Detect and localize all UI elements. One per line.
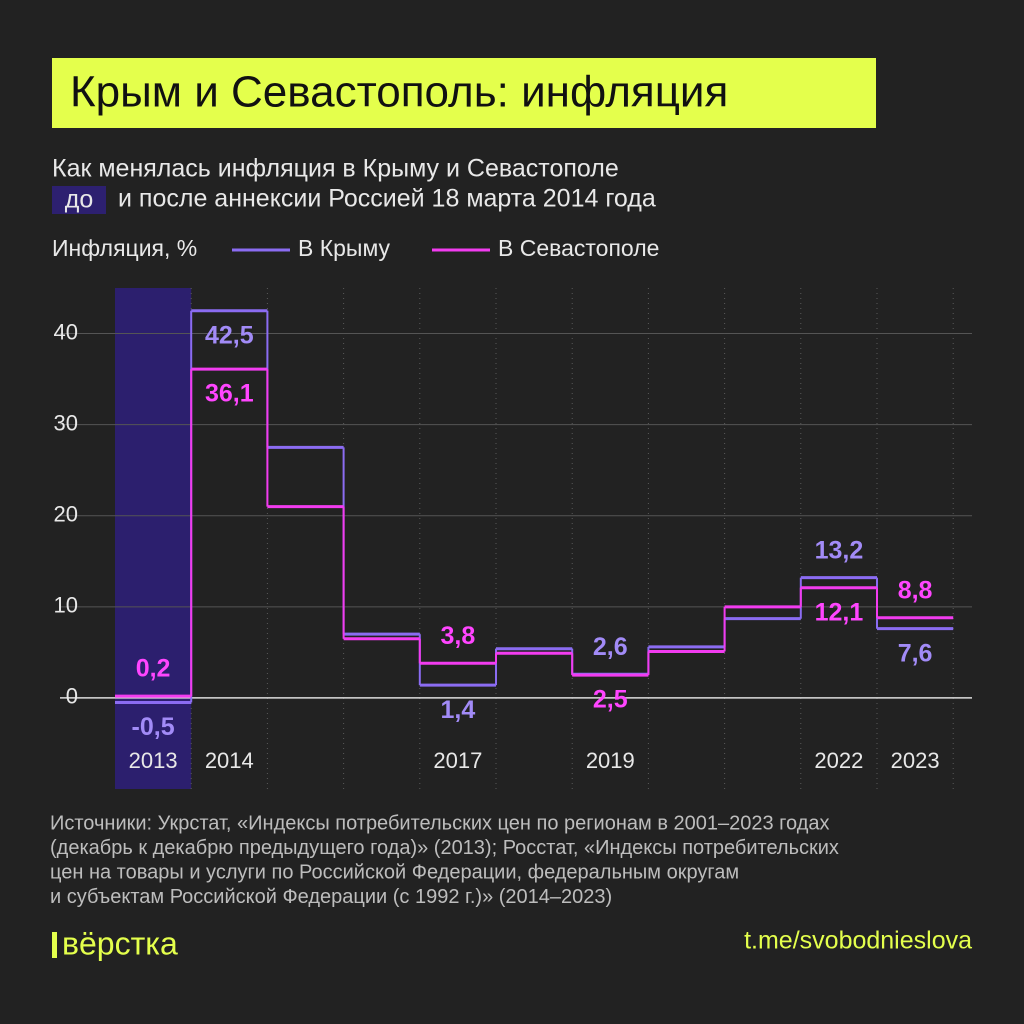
value-label: 2,6 (593, 633, 628, 661)
source-line: и субъектам Российской Федерации (с 1992… (50, 886, 612, 908)
logo: вёрстка (62, 925, 178, 961)
subtitle-highlight: до (65, 186, 94, 214)
value-label: 8,8 (898, 576, 933, 604)
source-line: Источники: Укрстат, «Индексы потребитель… (50, 812, 830, 834)
source-line: цен на товары и услуги по Российской Фед… (50, 861, 739, 883)
link: t.me/svobodnieslova (744, 927, 972, 955)
subtitle: Как менялась инфляция в Крыму и Севастоп… (52, 155, 619, 183)
logo-mark (52, 932, 57, 958)
y-tick-label: 20 (54, 502, 78, 527)
value-label: 0,2 (136, 655, 171, 683)
x-tick-label: 2019 (586, 748, 635, 773)
legend-label: В Севастополе (498, 235, 659, 261)
value-label: 13,2 (815, 536, 864, 564)
y-tick-label: 40 (54, 319, 78, 344)
value-label: 1,4 (441, 696, 476, 724)
value-label: 36,1 (205, 380, 254, 408)
value-label: 12,1 (815, 598, 864, 626)
source: Источники: Укрстат, «Индексы потребитель… (50, 812, 839, 908)
value-label: 2,5 (593, 686, 628, 714)
highlight-band (115, 288, 192, 789)
value-label: 7,6 (898, 639, 933, 667)
x-tick-label: 2023 (891, 748, 940, 773)
subtitle-rest: и после аннексии Россией 18 марта 2014 г… (118, 185, 656, 213)
title-box (52, 58, 876, 128)
x-tick-label: 2022 (814, 748, 863, 773)
value-label: 42,5 (205, 321, 254, 349)
source-line: (декабрь к декабрю предыдущего года)» (2… (50, 837, 839, 859)
x-tick-label: 2013 (129, 748, 178, 773)
legend-label: В Крыму (298, 235, 391, 261)
plot: 0 10 20 30 40 2013 2014 2017 2019 2022 2023 -0,5 0,2… (54, 288, 972, 789)
y-tick-label: 30 (54, 410, 78, 435)
value-label: -0,5 (132, 713, 175, 741)
y-tick-label: 10 (54, 593, 78, 618)
y-axis-label: Инфляция, % (52, 235, 197, 261)
y-tick-label: 0 (66, 684, 78, 709)
subtitle-badge (52, 186, 106, 214)
x-tick-label: 2017 (433, 748, 482, 773)
value-label: 3,8 (441, 622, 476, 650)
x-tick-label: 2014 (205, 748, 254, 773)
chart-title: Крым и Севастополь: инфляция (70, 68, 728, 117)
